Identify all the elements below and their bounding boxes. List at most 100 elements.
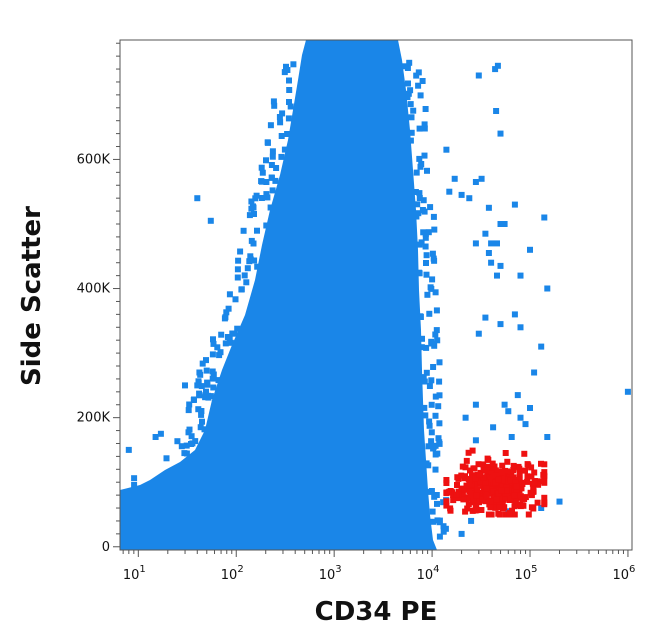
cd34-negative-point: [102, 522, 108, 528]
cd34-positive-point: [524, 461, 531, 468]
cd34-positive-point: [487, 476, 494, 483]
cd34-negative-point: [472, 437, 479, 444]
cd34-positive-point: [527, 489, 534, 496]
cd34-negative-point: [269, 187, 276, 194]
cd34-positive-point: [472, 502, 479, 509]
cd34-negative-point: [131, 482, 138, 488]
cd34-negative-point: [203, 388, 209, 395]
cd34-negative-point: [415, 210, 422, 217]
cd34-negative-point: [250, 204, 257, 211]
cd34-negative-point: [423, 344, 430, 351]
cd34-positive-point: [512, 498, 519, 504]
cd34-negative-point: [475, 330, 482, 337]
cd34-positive-point: [460, 496, 467, 503]
cd34-negative-point: [420, 229, 427, 236]
cd34-positive-point: [455, 475, 462, 482]
cd34-positive-point: [443, 498, 450, 505]
x-tick-base: 10: [515, 568, 532, 583]
cd34-positive-point: [466, 488, 473, 495]
cd34-negative-point: [185, 429, 192, 436]
cd34-positive-point: [510, 467, 517, 474]
cd34-negative-point: [104, 492, 110, 498]
cd34-negative-point: [413, 213, 420, 220]
cd34-positive-point: [541, 494, 548, 501]
cd34-positive-point: [512, 479, 519, 486]
cd34-positive-point: [461, 486, 468, 493]
x-tick-exponent: 2: [237, 564, 243, 575]
cd34-positive-point: [443, 489, 450, 496]
cd34-negative-point: [430, 364, 437, 370]
cd34-negative-point: [416, 195, 423, 201]
cd34-positive-point: [472, 507, 479, 514]
cd34-negative-point: [428, 377, 435, 384]
cd34-negative-point: [493, 108, 500, 114]
cd34-positive-point: [513, 483, 520, 490]
cd34-positive-point: [475, 461, 482, 468]
cd34-positive-point: [499, 476, 505, 482]
cd34-positive-point: [458, 472, 465, 479]
cd34-negative-point: [421, 125, 428, 132]
cd34-negative-point: [110, 501, 116, 507]
cd34-negative-point: [416, 190, 423, 197]
cd34-positive-point: [465, 449, 472, 456]
cd34-negative-point: [407, 101, 414, 108]
cd34-negative-point: [522, 421, 529, 428]
cd34-negative-point: [182, 382, 188, 389]
cd34-negative-point: [538, 505, 545, 511]
cd34-positive-point: [471, 481, 478, 488]
cd34-positive-point: [489, 460, 496, 467]
cd34-negative-point: [420, 374, 427, 381]
cd34-negative-point: [247, 253, 254, 260]
cd34-negative-point: [413, 169, 420, 176]
cd34-positive-point: [468, 481, 475, 488]
cd34-negative-point: [269, 153, 276, 160]
cd34-negative-point: [434, 337, 441, 344]
cd34-negative-point: [237, 248, 244, 255]
cd34-negative-point: [497, 321, 504, 328]
cd34-negative-point: [241, 272, 248, 279]
cd34-negative-point: [424, 291, 431, 298]
cd34-positive-point: [493, 496, 500, 503]
cd34-negative-point: [287, 103, 294, 110]
cd34-positive-point: [463, 457, 470, 464]
cd34-negative-point: [198, 383, 205, 390]
cd34-negative-point: [263, 157, 269, 164]
cd34-negative-point: [472, 179, 479, 185]
cd34-negative-point: [285, 115, 292, 122]
cd34-negative-point: [494, 240, 500, 247]
cd34-negative-point: [428, 488, 435, 494]
cd34-positive-point: [509, 488, 516, 495]
cd34-negative-point: [268, 162, 275, 168]
cd34-negative-point: [210, 384, 217, 391]
cd34-negative-point: [488, 259, 495, 266]
cd34-negative-point: [430, 213, 437, 220]
cd34-negative-point: [252, 195, 259, 202]
cd34-negative-point: [431, 226, 438, 233]
cd34-negative-point: [428, 429, 435, 436]
cd34-negative-point: [185, 407, 192, 414]
cd34-negative-point: [195, 378, 202, 385]
cd34-negative-point: [422, 412, 429, 419]
cd34-negative-point: [222, 340, 229, 347]
cd34-negative-point: [432, 466, 439, 473]
cd34-negative-point: [286, 87, 293, 93]
cd34-negative-point: [482, 314, 489, 321]
cd34-negative-point: [207, 217, 214, 224]
cd34-negative-point: [250, 240, 257, 247]
cd34-positive-point: [517, 493, 524, 500]
cd34-negative-point: [183, 442, 190, 449]
cd34-negative-point: [258, 164, 265, 171]
cd34-negative-point: [423, 369, 430, 376]
cd34-negative-point: [538, 343, 545, 350]
cd34-negative-point: [531, 369, 538, 376]
x-axis: 101 102 103 104 105 106: [120, 549, 635, 583]
cd34-negative-point: [225, 305, 232, 312]
cd34-negative-point: [286, 99, 292, 105]
cd34-positive-point: [487, 504, 494, 511]
cd34-negative-point: [436, 359, 443, 366]
cd34-negative-point: [203, 357, 209, 364]
cd34-positive-point: [519, 496, 526, 503]
cd34-negative-point: [431, 257, 438, 264]
cd34-positive-point: [506, 511, 513, 518]
cd34-positive-point: [502, 467, 508, 474]
